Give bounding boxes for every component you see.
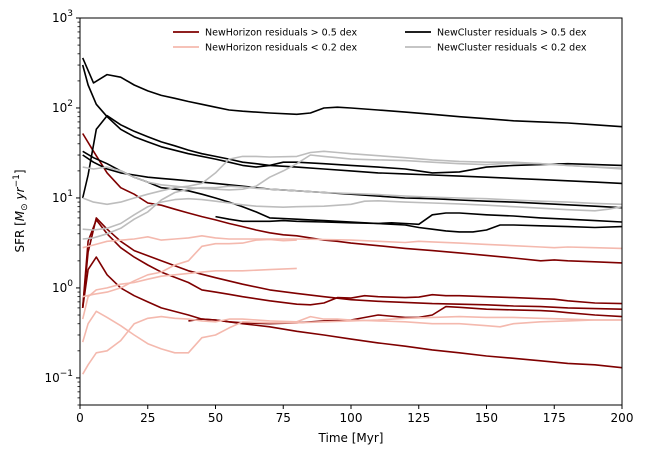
legend: NewHorizon residuals > 0.5 dex NewHorizon…	[173, 28, 587, 54]
series-line-18	[82, 150, 622, 206]
series-line-4	[81, 219, 622, 308]
series-layer	[81, 57, 622, 375]
y-tick-label: 102	[52, 99, 73, 115]
series-line-12	[81, 64, 622, 174]
x-tick-label: 150	[475, 411, 498, 425]
x-tick-label: 0	[76, 411, 84, 425]
series-line-7	[81, 310, 622, 354]
x-tick-label: 175	[543, 411, 566, 425]
series-line-8	[81, 267, 297, 320]
series-line-15	[82, 154, 622, 209]
x-tick-label: 100	[340, 411, 363, 425]
x-tick-label: 75	[276, 411, 291, 425]
series-line-1	[82, 133, 622, 264]
legend-label: NewHorizon residuals < 0.2 dex	[205, 43, 357, 54]
x-tick-label: 25	[140, 411, 155, 425]
series-line-19	[82, 197, 622, 231]
y-tick-label: 101	[52, 189, 73, 205]
plot-frame	[79, 17, 623, 406]
series-line-16	[215, 212, 622, 226]
y-tick-label: 100	[52, 279, 73, 295]
series-line-3	[81, 256, 622, 369]
series-line-2	[81, 217, 622, 310]
legend-label: NewCluster residuals > 0.5 dex	[437, 28, 587, 39]
series-line-17	[82, 154, 622, 191]
x-axis-label: Time [Myr]	[318, 431, 384, 445]
series-line-10	[82, 238, 297, 298]
x-tick-label: 125	[407, 411, 430, 425]
y-tick-label: 103	[52, 9, 73, 25]
series-line-13	[81, 114, 622, 199]
y-tick-label: 10−1	[44, 369, 73, 385]
legend-label: NewCluster residuals < 0.2 dex	[437, 43, 587, 54]
ticks-layer: 0 25 50 75 100 125 150 175 200 10−1 100 101 102 103	[44, 9, 633, 425]
series-line-11	[81, 57, 622, 128]
legend-label: NewHorizon residuals > 0.5 dex	[205, 28, 357, 39]
x-tick-label: 50	[208, 411, 223, 425]
series-line-9	[82, 235, 622, 250]
y-axis-label: SFR [M⊙ yr−1]	[12, 169, 30, 252]
x-tick-label: 200	[611, 411, 634, 425]
series-line-6	[82, 315, 622, 375]
series-line-14	[82, 150, 622, 233]
series-line-20	[82, 185, 622, 240]
